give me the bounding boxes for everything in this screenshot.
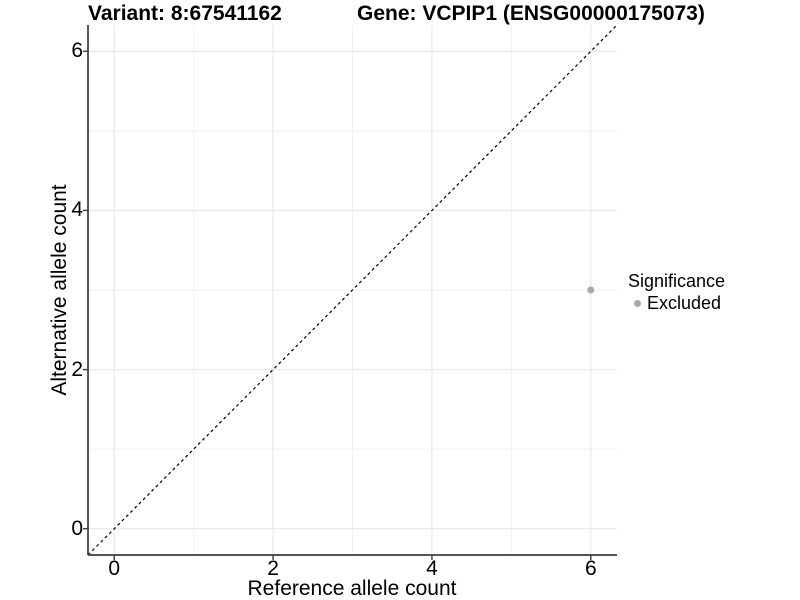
x-tick-label: 6 bbox=[584, 557, 597, 580]
plot-panel bbox=[83, 24, 618, 560]
y-tick-label: 2 bbox=[71, 357, 83, 381]
legend-item: Excluded bbox=[628, 293, 725, 313]
legend-key-circle-icon bbox=[634, 299, 641, 307]
x-tick-label: 0 bbox=[108, 557, 121, 580]
legend-item-label: Excluded bbox=[647, 293, 722, 313]
x-axis-title: Reference allele count bbox=[247, 577, 457, 600]
data-point bbox=[587, 286, 595, 294]
x-tick-label: 4 bbox=[426, 557, 438, 580]
legend-items: Excluded bbox=[628, 293, 725, 313]
y-tick-label: 0 bbox=[71, 516, 83, 540]
y-tick-label: 4 bbox=[71, 198, 83, 222]
plot-title-gene: Gene: VCPIP1 (ENSG00000175073) bbox=[357, 2, 705, 25]
x-tick-label: 2 bbox=[267, 557, 279, 580]
legend: Significance Excluded bbox=[628, 271, 725, 313]
y-tick-label: 6 bbox=[71, 39, 83, 63]
legend-title: Significance bbox=[628, 271, 726, 291]
plot-title-variant: Variant: 8:67541162 bbox=[88, 2, 282, 25]
identity-reference-line bbox=[87, 24, 618, 556]
